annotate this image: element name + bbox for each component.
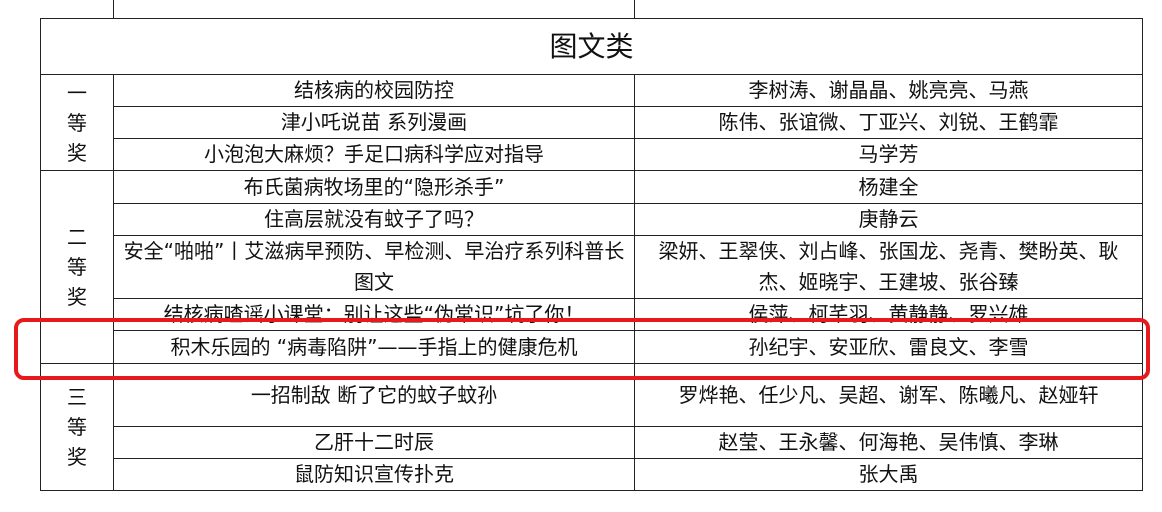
authors: 梁妍、王翠侠、刘占峰、张国龙、尧青、樊盼英、耿杰、姬晓宇、王建坡、张谷臻: [634, 235, 1143, 299]
award-cell: 二等奖: [40, 170, 114, 364]
work-title: 一招制敌 断了它的蚊子蚊孙: [113, 363, 635, 427]
award-label: 三等奖: [67, 385, 87, 469]
table-row: 住高层就没有蚊子了吗？ 庚静云: [41, 203, 1143, 236]
table-row: 鼠防知识宣传扑克 张大禹: [41, 458, 1143, 491]
authors: 庚静云: [634, 203, 1143, 236]
award-cell: 三等奖: [40, 363, 114, 491]
authors: 孙纪宇、安亚欣、雷良文、李雪: [634, 330, 1143, 364]
work-title: 住高层就没有蚊子了吗？: [113, 203, 635, 236]
award-label: 二等奖: [67, 225, 87, 309]
authors: 陈伟、张谊微、丁亚兴、刘锐、王鹤霏: [634, 106, 1143, 139]
table-row: 二等奖 布氏菌病牧场里的“隐形杀手” 杨建全: [40, 170, 1143, 364]
table-row: 津小吒说苗 系列漫画 陈伟、张谊微、丁亚兴、刘锐、王鹤霏: [41, 106, 1143, 139]
work-title: 小泡泡大麻烦？手足口病科学应对指导: [113, 138, 635, 171]
authors: 杨建全: [634, 170, 1143, 204]
work-title: 安全“啪啪”丨艾滋病早预防、早检测、早治疗系列科普长图文: [113, 235, 635, 299]
work-title: 布氏菌病牧场里的“隐形杀手”: [113, 170, 635, 204]
border-tick: [634, 0, 635, 18]
table-title: 图文类: [40, 18, 1143, 75]
work-title: 结核病的校园防控: [113, 74, 635, 107]
table-row: 安全“啪啪”丨艾滋病早预防、早检测、早治疗系列科普长图文 梁妍、王翠侠、刘占峰、张…: [41, 235, 1143, 299]
authors: 马学芳: [634, 138, 1143, 171]
table-row: 一等奖 结核病的校园防控 李树涛、谢晶晶、姚亮亮、马燕: [40, 74, 1143, 171]
authors: 赵莹、王永馨、何海艳、吴伟慎、李琳: [634, 426, 1143, 459]
authors: 张大禹: [634, 458, 1143, 491]
highlight-box: [14, 318, 1150, 380]
award-table: 图文类 一等奖 结核病的校园防控 李树涛、谢晶晶、姚亮亮、马燕 津小吒说苗 系列漫画陈…: [40, 18, 1143, 491]
work-title: 乙肝十二时辰: [113, 426, 635, 459]
work-title: 津小吒说苗 系列漫画: [113, 106, 635, 139]
award-cell: 一等奖: [40, 74, 114, 171]
table-row: 三等奖 一招制敌 断了它的蚊子蚊孙 罗烨艳、任少凡、吴超、谢军、陈曦凡、赵娅轩: [40, 363, 1143, 491]
award-label: 一等奖: [67, 80, 87, 165]
table-row: 小泡泡大麻烦？手足口病科学应对指导 马学芳: [41, 138, 1143, 171]
table-row: 积木乐园的 “病毒陷阱”——手指上的健康危机 孙纪宇、安亚欣、雷良文、李雪: [41, 330, 1143, 364]
authors: 罗烨艳、任少凡、吴超、谢军、陈曦凡、赵娅轩: [634, 363, 1143, 427]
authors: 李树涛、谢晶晶、姚亮亮、马燕: [634, 74, 1143, 107]
work-title: 积木乐园的 “病毒陷阱”——手指上的健康危机: [113, 330, 635, 364]
table-row: 乙肝十二时辰 赵莹、王永馨、何海艳、吴伟慎、李琳: [41, 426, 1143, 459]
border-tick: [113, 0, 114, 18]
work-title: 鼠防知识宣传扑克: [113, 458, 635, 491]
